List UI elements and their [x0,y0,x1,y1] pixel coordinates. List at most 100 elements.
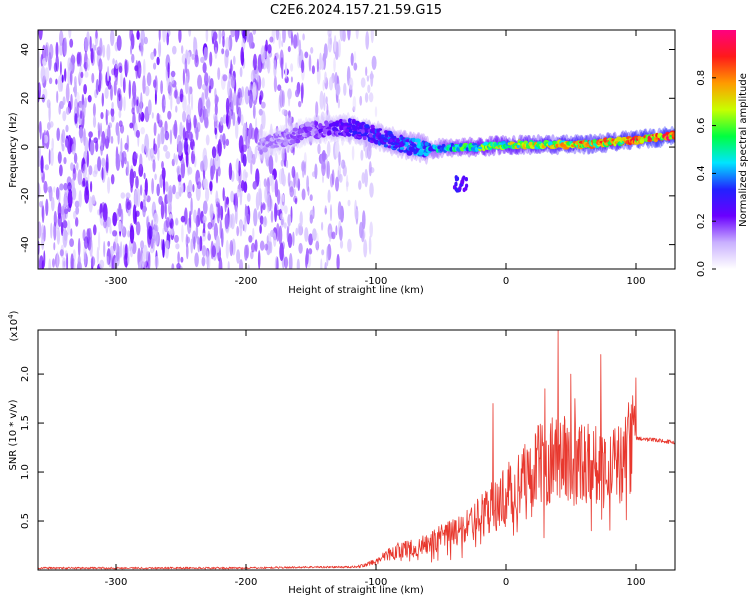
spectrogram-noise-cell [140,240,145,250]
spectrogram-noise-cell [298,100,302,108]
spectrogram-noise-cell [124,243,128,261]
spectrogram-noise-cell [95,79,99,95]
spectrogram-noise-cell [239,259,243,269]
spectrogram-noise-cell [279,242,284,262]
spectrogram-noise-cell [366,142,372,160]
spectrogram-noise-cell [147,251,151,269]
spectrogram-noise-cell [295,227,299,237]
spectrogram-noise-cell [337,163,341,182]
spectrogram-noise-cell [149,147,154,159]
snr-x-tick-label: -200 [235,577,258,588]
spectrogram-noise-cell [130,33,135,50]
spectrogram-noise-cell [91,197,96,205]
spectrogram-noise-cell [268,155,274,174]
spectrogram-noise-cell [343,82,347,96]
spectrogram-noise-cell [214,103,218,116]
spectrogram-ridge-cell [352,130,358,136]
spectrogram-noise-cell [75,217,79,227]
spectrogram-noise-cell [99,71,103,82]
spectrogram-noise-cell [74,200,80,208]
spectrogram-noise-cell [314,163,318,180]
spectrogram-noise-cell [130,44,133,56]
spectrogram-noise-cell [244,171,249,179]
spectrogram-noise-cell [222,133,226,146]
spectrogram-noise-cell [188,131,193,142]
spectrogram-noise-cell [166,32,169,46]
colorbar-tick-label: 0.6 [696,118,707,134]
spectrogram-noise-cell [326,103,329,116]
spectrogram-noise-cell [98,58,103,73]
snr-series-line [38,330,675,570]
spectrogram-ridge-cell [342,119,347,123]
spectrogram-noise-cell [102,203,108,223]
spectrogram-noise-cell [49,121,54,128]
spectrogram-noise-cell [59,249,64,257]
spectrogram-noise-cell [118,65,123,73]
spectrogram-noise-cell [55,186,60,200]
spectrogram-ridge-cell [306,126,313,131]
spectrogram-noise-cell [111,114,115,123]
spectrogram-noise-cell [80,71,84,79]
spectrogram-noise-cell [64,138,69,148]
spectrogram-noise-cell [57,202,62,220]
spectrogram-noise-cell [82,156,85,172]
spectrogram-noise-cell [252,81,257,97]
spectrogram-noise-cell [302,33,305,41]
spectrogram-noise-cell [100,112,104,120]
spectrogram-noise-cell [230,75,236,89]
spectrogram-noise-cell [89,238,93,257]
spectrogram-noise-cell [345,174,349,192]
spectrogram-noise-cell [44,44,49,63]
spectrogram-noise-cell [273,232,277,247]
spectrogram-noise-cell [307,186,310,196]
spectrogram-noise-cell [354,208,359,220]
spectrogram-noise-cell [246,213,250,224]
spectrogram-noise-cell [112,58,115,65]
spectrogram-noise-cell [78,126,84,139]
spectrogram-noise-cell [251,242,256,253]
spectrogram-noise-cell [222,36,225,48]
spectrogram-noise-cell [88,131,93,138]
spectrogram-noise-cell [206,250,209,269]
spectrogram-noise-cell [170,75,175,85]
spectrogram-noise-cell [300,84,304,104]
spectrogram-noise-cell [196,181,202,190]
spectrogram-noise-cell [70,253,74,269]
spectrogram-noise-cell [193,114,197,129]
spectrogram-noise-cell [49,43,54,60]
spectrogram-noise-cell [142,198,147,218]
spectrogram-noise-cell [158,195,163,205]
spectrogram-noise-cell [45,198,49,217]
snr-x-tick-label: -100 [365,577,388,588]
spectrogram-noise-cell [308,248,313,255]
spectrogram-noise-cell [135,175,139,189]
spectrogram-noise-cell [264,243,269,251]
spectrogram-noise-cell [74,113,78,125]
figure-title: C2E6.2024.157.21.59.G15 [270,3,442,18]
spectrogram-noise-cell [328,229,332,243]
spectrogram-noise-cell [112,212,118,227]
spectrogram-noise-cell [285,159,289,169]
spectrogram-noise-cell [239,187,243,199]
spectrogram-noise-cell [129,246,134,258]
snr-x-ticks: -300 -200 -100 0 100 [105,330,646,588]
spectrogram-noise-cell [100,122,102,137]
spectrogram-noise-cell [292,231,295,246]
spectrogram-noise-cell [203,108,209,128]
spectrogram-noise-cell [258,188,262,207]
spectrogram-noise-cell [82,163,88,179]
spectrogram-noise-cell [93,224,97,236]
spectrogram-noise-cell [248,235,253,243]
spectrogram-noise-cell [289,186,295,198]
spectrogram-noise-cell [177,174,182,183]
spectrogram-noise-cell [315,101,319,118]
spectrogram-noise-cell [56,251,59,269]
spectrogram-noise-cell [87,95,92,103]
spectrogram-noise-cell [312,228,317,241]
spectrogram-ridge-cell [370,124,375,129]
spectrogram-noise-cell [107,176,111,194]
spectrogram-ridge-cell [413,150,417,155]
spectrogram-noise-cell [164,202,168,220]
spectrogram-noise-cell [258,108,263,116]
spectrogram-noise-cell [140,92,143,111]
